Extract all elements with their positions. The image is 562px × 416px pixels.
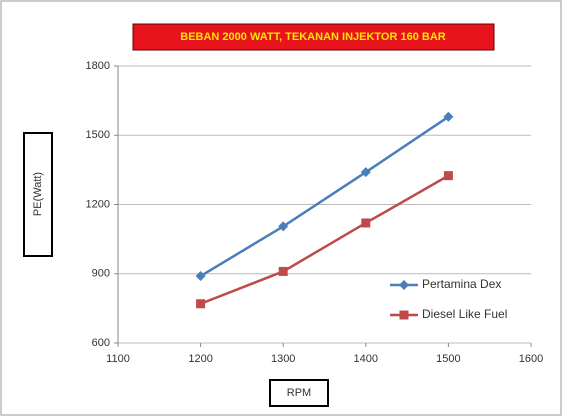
marker bbox=[443, 171, 453, 181]
marker bbox=[278, 221, 289, 232]
legend-label: Diesel Like Fuel bbox=[422, 307, 507, 321]
x-tick-label: 1500 bbox=[436, 353, 460, 365]
marker bbox=[278, 266, 288, 276]
legend-label: Pertamina Dex bbox=[422, 277, 501, 291]
x-tick-label: 1400 bbox=[354, 353, 378, 365]
x-tick-label: 1200 bbox=[188, 353, 212, 365]
y-tick-label: 1500 bbox=[86, 129, 110, 141]
x-tick-label: 1600 bbox=[519, 353, 543, 365]
series-line bbox=[200, 174, 450, 305]
chart-title: BEBAN 2000 WATT, TEKANAN INJEKTOR 160 BA… bbox=[180, 31, 446, 43]
title-box bbox=[132, 23, 495, 51]
series-line bbox=[199, 115, 450, 278]
marker bbox=[195, 271, 206, 282]
x-axis-label: RPM bbox=[287, 387, 311, 399]
y-tick-label: 900 bbox=[92, 268, 110, 280]
marker bbox=[196, 299, 206, 309]
x-tick-label: 1300 bbox=[271, 353, 295, 365]
y-tick-label: 1200 bbox=[86, 198, 110, 210]
marker bbox=[360, 167, 371, 178]
marker bbox=[399, 280, 409, 290]
x-label-box bbox=[269, 379, 329, 407]
x-tick-label: 1100 bbox=[106, 353, 130, 365]
y-label-box bbox=[23, 132, 53, 257]
y-tick-label: 600 bbox=[92, 337, 110, 349]
marker bbox=[443, 111, 454, 122]
y-axis-label: PE(Watt) bbox=[32, 172, 44, 216]
marker bbox=[399, 310, 409, 320]
y-tick-label: 1800 bbox=[86, 60, 110, 72]
marker bbox=[361, 218, 371, 228]
